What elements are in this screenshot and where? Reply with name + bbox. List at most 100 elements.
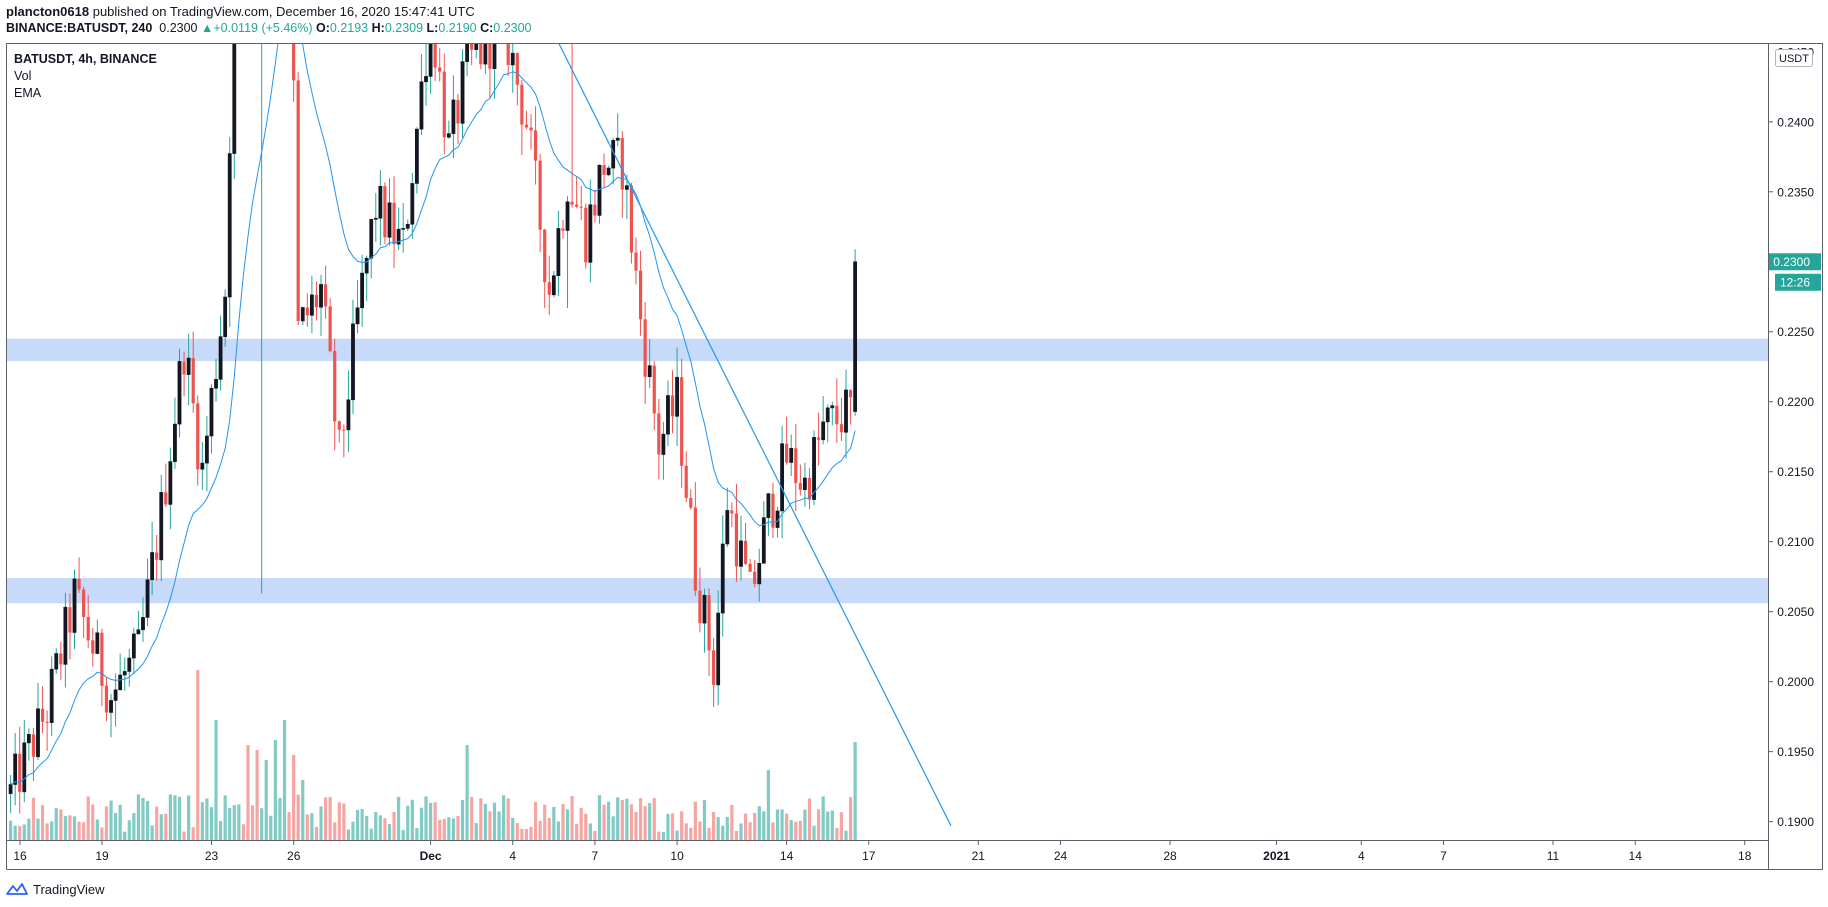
y-tick-label: 0.2050 [1777,605,1814,619]
y-tick-label: 0.2100 [1777,535,1814,549]
candle [309,275,314,334]
candle [45,710,49,751]
x-tick-label: 17 [862,849,876,863]
volume-bar [743,813,748,840]
candle [218,315,223,391]
candle [40,686,45,734]
candle [588,179,593,283]
candle [652,361,656,431]
x-tick-label: 11 [1547,849,1560,863]
volume-bar [798,820,802,840]
brand-name: TradingView [33,881,105,897]
candle [428,44,433,94]
candle [36,682,40,761]
volume-bar [173,795,177,840]
volume-bar [438,819,442,840]
candle [634,237,638,285]
volume-bar [547,818,551,840]
tradingview-logo[interactable]: TradingView [6,879,105,899]
candle [593,189,597,223]
x-tick-label: 26 [287,849,301,863]
candle [615,113,620,147]
candle [748,559,752,572]
unit-label: USDT [1779,53,1809,65]
volume-bar [365,815,369,840]
candle [570,44,574,208]
x-tick-label: 19 [95,849,109,863]
volume-bar [812,825,816,840]
volume-bar [643,806,647,840]
candle [159,474,164,582]
volume-bar [634,811,638,840]
candle [419,53,424,135]
volume-bar [355,809,360,840]
volume-bar [351,821,355,840]
volume-bar [821,796,825,840]
candle [186,333,191,406]
volume-bar [296,794,300,840]
candle [131,627,136,675]
candle [442,53,446,155]
volume-bar [529,826,533,840]
volume-bar [766,770,770,840]
candle [104,676,109,722]
candle [693,482,697,596]
volume-bar [680,811,684,840]
volume-bar [839,812,844,840]
candle [155,534,159,581]
volume-bar [314,826,319,840]
candle [647,338,652,388]
volume-bar [141,797,145,840]
volume-bar [91,804,95,840]
candle [369,218,374,279]
volume-bar [159,814,163,840]
trendline[interactable] [294,0,952,827]
candle [191,331,195,413]
legend-vol[interactable]: Vol [14,69,32,83]
candle [716,590,721,706]
y-tick-label: 0.2150 [1777,465,1814,479]
candle [200,441,205,490]
candle [575,176,579,209]
unit-label-box: USDT [1775,49,1813,67]
volume-bar [50,821,54,840]
volume-bar [456,815,460,840]
volume-bar [552,806,556,840]
candle [766,493,771,537]
author-name[interactable]: plancton0618 [6,4,90,19]
candle [22,720,27,803]
volume-bar [497,811,501,840]
candle [584,203,588,269]
volume-bar [771,822,775,840]
volume-bar [785,813,789,840]
volume-bar [205,798,209,840]
legend-title[interactable]: BATUSDT, 4h, BINANCE [14,52,157,66]
candle [734,483,739,583]
candle [739,515,743,581]
volume-bar [282,720,287,840]
candle [853,249,858,416]
candle [515,52,519,106]
candle [141,597,145,643]
volume-bar [132,813,136,840]
volume-bar [424,796,428,840]
candle [72,569,77,649]
candle [223,289,228,347]
volume-bar [209,807,214,840]
support-zone [7,578,1768,604]
volume-bar [657,831,661,840]
candle [680,358,684,488]
candle [730,502,734,528]
volume-bar [470,796,474,840]
candle [761,501,766,564]
volume-bar [68,815,72,840]
publish-text: published on TradingView.com, December 1… [92,4,475,19]
candle [364,255,369,302]
volume-bar [182,831,186,840]
low-value: 0.2190 [438,21,477,35]
volume-bar [597,795,602,840]
candle [624,174,629,220]
legend-ema[interactable]: EMA [14,86,42,100]
candle [689,489,693,510]
